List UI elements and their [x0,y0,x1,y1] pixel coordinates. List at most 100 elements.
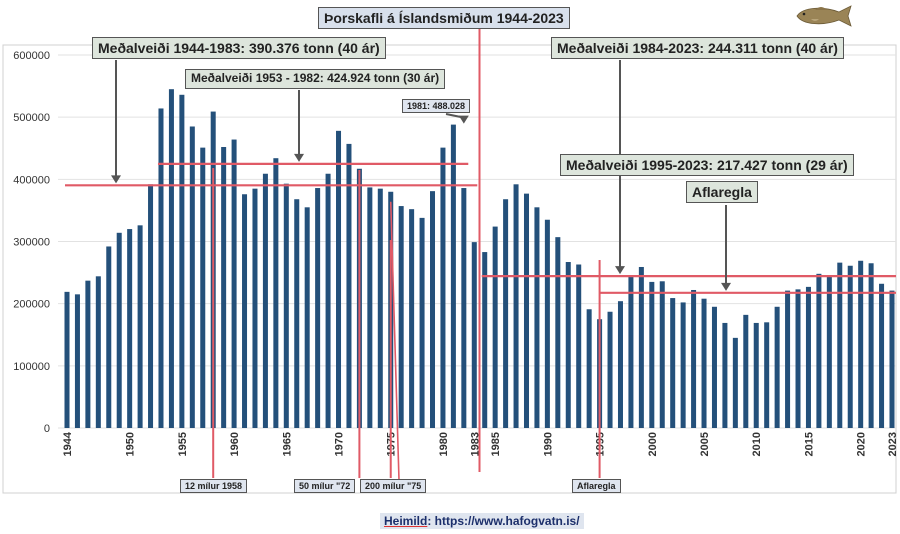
aflaregla-label: Aflaregla [686,181,758,204]
avg-1944-1983-label: Meðalveiði 1944-1983: 390.376 tonn (40 á… [92,37,386,60]
cod-fish-icon [796,5,852,27]
bar-1963 [262,173,268,428]
bar-1983 [471,242,477,428]
x-tick-label-2023: 2023 [887,432,899,456]
bar-1989 [534,207,540,428]
bar-1990 [544,219,550,428]
bar-1967 [304,207,310,428]
bar-2001 [659,281,665,428]
bar-1971 [346,143,352,429]
bars [64,89,895,429]
bar-1962 [252,188,258,428]
x-tick-label-1983: 1983 [469,432,481,456]
bar-1994 [586,309,592,428]
bar-1959 [221,147,227,429]
bar-1978 [419,217,425,428]
marker-label-1958: 12 mílur 1958 [180,479,248,494]
bar-1976 [398,206,404,428]
avg-1995-2023-label: Meðalveiði 1995-2023: 217.427 tonn (29 á… [560,154,854,177]
bar-1964 [273,158,279,429]
bar-2006 [711,306,717,428]
bar-1961 [242,194,248,428]
bar-1952 [148,184,154,428]
bar-1960 [231,139,237,428]
x-tick-label-2005: 2005 [699,432,711,456]
bar-1955 [179,94,185,428]
bar-1977 [409,209,415,428]
bar-1992 [565,262,571,428]
bar-1974 [377,188,383,428]
bar-1984 [482,252,488,428]
bar-1985 [492,226,498,428]
bar-1996 [607,311,613,428]
y-tick-label-500000: 500000 [13,112,50,124]
bar-2023 [889,290,895,428]
y-axis: 0 100000 200000 300000 400000 500000 600000 [13,50,50,435]
bar-2003 [680,302,686,428]
bar-1981 [450,124,456,429]
y-tick-label-0: 0 [44,423,50,435]
bar-2018 [837,262,843,428]
bar-2012 [774,306,780,428]
arrow-avg-1944-1983-head [111,175,121,184]
bar-2021 [868,263,874,428]
bar-2005 [701,298,707,428]
marker-label-1972: 50 mílur "72 [294,479,356,494]
x-axis: 1944195019551960196519701975198019831985… [62,431,899,456]
bar-1999 [638,266,644,428]
bar-1987 [513,184,519,428]
bar-1997 [617,301,623,428]
bar-2000 [649,281,655,428]
arrow-avg-1953-1982-head [294,153,304,162]
bar-1966 [294,199,300,428]
bar-2013 [785,290,791,428]
peak-1981-label: 1981: 488.028 [402,99,471,114]
bar-1949 [116,232,122,428]
bar-1950 [127,229,133,428]
bar-2019 [847,265,853,428]
x-tick-label-1980: 1980 [438,432,450,456]
bar-1979 [430,191,436,428]
x-tick-label-1965: 1965 [281,432,293,456]
bar-1993 [576,264,582,428]
bar-2015 [805,286,811,428]
bar-2016 [816,273,822,428]
source-url[interactable]: : https://www.hafogvatn.is/ [427,514,580,528]
bar-2010 [753,322,759,428]
bar-1947 [95,276,101,428]
bar-1945 [74,294,80,428]
chart-title: Þorskafli á Íslandsmiðum 1944-2023 [318,7,570,30]
marker-label-1975: 200 mílur "75 [360,479,427,494]
y-tick-label-400000: 400000 [13,174,50,186]
x-tick-label-1990: 1990 [542,432,554,456]
x-tick-label-1950: 1950 [125,432,137,456]
plot-frame [2,44,897,494]
bar-1986 [503,199,509,428]
marker-label-1995: Aflaregla [572,479,621,494]
bar-1956 [189,126,195,428]
regulation-markers [212,24,601,478]
connector-1975 [389,201,400,481]
bar-2017 [826,276,832,428]
bar-2011 [764,322,770,428]
bar-1954 [168,89,174,429]
bar-1951 [137,225,143,428]
bar-2004 [691,289,697,428]
source-citation: Heimild: https://www.hafogvatn.is/ [380,513,584,529]
reference-lines [65,162,896,294]
avg-1953-1982-label: Meðalveiði 1953 - 1982: 424.924 tonn (30… [185,69,446,89]
y-tick-label-100000: 100000 [13,361,50,373]
x-tick-label-2010: 2010 [751,432,763,456]
x-tick-label-1960: 1960 [229,432,241,456]
bar-1944 [64,291,70,428]
arrow-peak-1981-head [458,115,469,124]
avg-1984-2023-label: Meðalveiði 1984-2023: 244.311 tonn (40 á… [551,37,844,60]
arrow-avg-1984-2023-head [615,266,625,275]
bar-2022 [879,283,885,428]
arrow-aflaregla-head [721,282,731,291]
x-tick-label-1944: 1944 [62,431,74,456]
bar-1970 [336,130,342,429]
bar-1998 [628,276,634,428]
bar-2002 [670,298,676,428]
